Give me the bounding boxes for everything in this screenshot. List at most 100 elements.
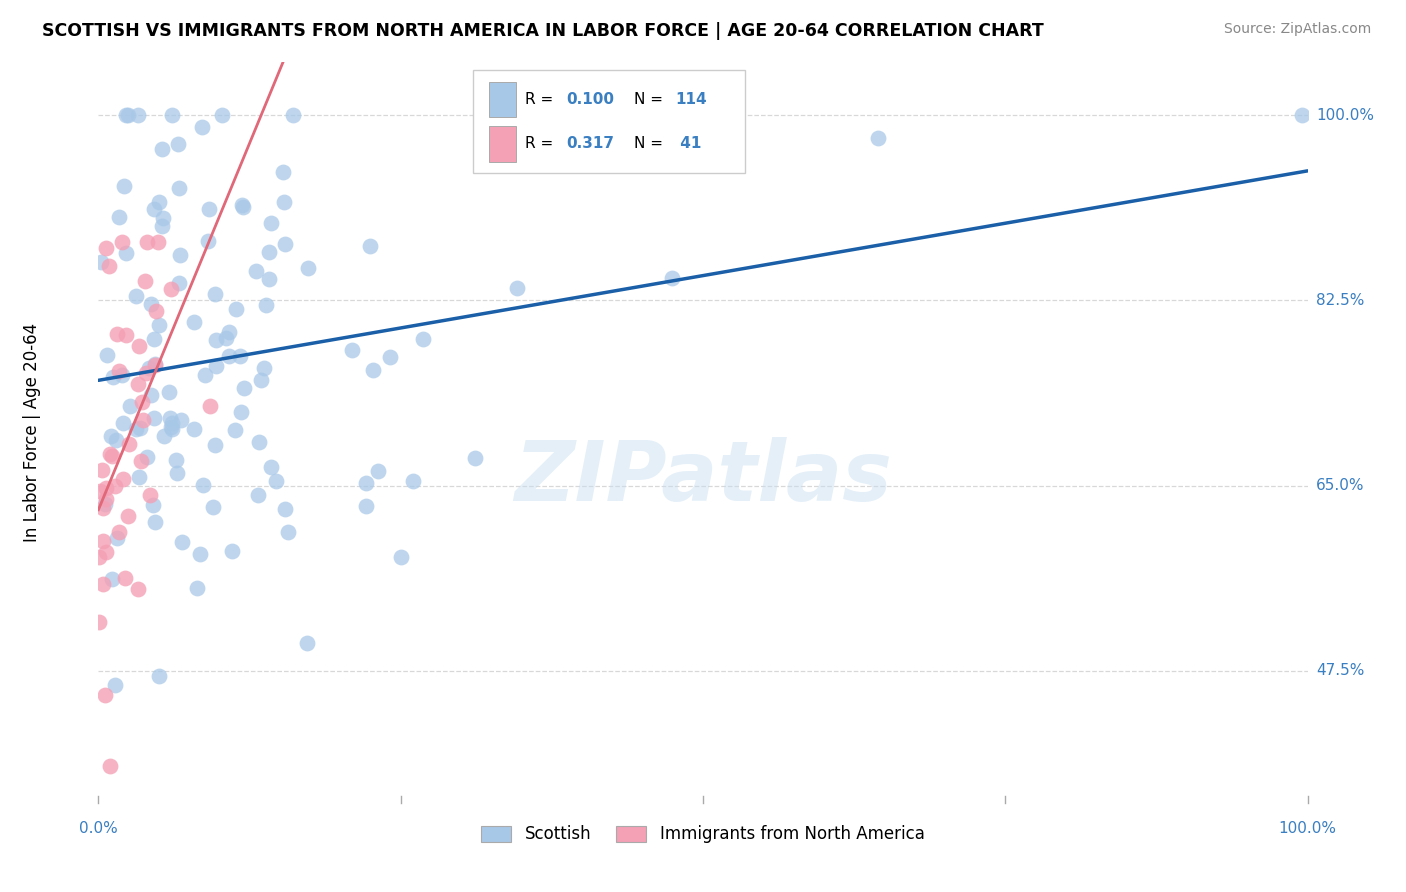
Point	[273, 195, 295, 210]
Point	[107, 210, 129, 224]
Point	[89, 550, 111, 565]
Point	[94, 492, 117, 507]
Point	[118, 437, 141, 451]
Point	[132, 413, 155, 427]
Point	[148, 194, 170, 209]
Point	[232, 200, 254, 214]
Point	[98, 758, 121, 772]
Point	[152, 428, 174, 442]
Point	[114, 571, 136, 585]
Text: ZIPatlas: ZIPatlas	[515, 436, 891, 517]
Point	[100, 429, 122, 443]
Point	[205, 333, 228, 347]
Point	[128, 470, 150, 484]
Point	[201, 500, 224, 514]
Point	[295, 636, 318, 650]
Point	[127, 582, 149, 596]
Point	[114, 327, 136, 342]
Point	[1291, 108, 1313, 122]
Point	[254, 298, 277, 312]
Point	[150, 219, 173, 233]
Point	[167, 136, 190, 151]
Point	[866, 130, 889, 145]
Point	[702, 135, 724, 149]
Point	[160, 282, 183, 296]
Point	[94, 688, 117, 702]
Point	[114, 108, 136, 122]
Point	[389, 550, 412, 565]
Point	[96, 347, 118, 361]
Point	[148, 235, 170, 250]
Point	[194, 368, 217, 383]
Point	[231, 198, 253, 212]
Point	[159, 420, 181, 434]
Point	[101, 449, 124, 463]
Point	[169, 247, 191, 261]
Point	[506, 281, 529, 295]
Point	[167, 276, 190, 290]
Text: 0.0%: 0.0%	[79, 821, 118, 836]
Point	[143, 332, 166, 346]
Text: R =: R =	[526, 92, 558, 107]
Point	[104, 479, 127, 493]
Point	[166, 467, 188, 481]
Point	[260, 459, 283, 474]
Text: Source: ZipAtlas.com: Source: ZipAtlas.com	[1223, 22, 1371, 37]
Point	[91, 534, 114, 549]
Point	[264, 474, 287, 488]
Point	[127, 376, 149, 391]
Point	[125, 289, 148, 303]
Point	[148, 318, 170, 333]
Point	[188, 548, 211, 562]
Legend: Scottish, Immigrants from North America: Scottish, Immigrants from North America	[475, 819, 931, 850]
Point	[129, 420, 152, 434]
Point	[229, 405, 252, 419]
Text: 0.100: 0.100	[567, 92, 614, 107]
Point	[94, 481, 117, 495]
Point	[245, 264, 267, 278]
Point	[204, 286, 226, 301]
Point	[131, 454, 153, 468]
Point	[380, 350, 402, 364]
Point	[218, 325, 240, 339]
Point	[143, 357, 166, 371]
Point	[356, 499, 378, 513]
Point	[247, 435, 270, 450]
Point	[141, 296, 163, 310]
Point	[105, 327, 128, 342]
Point	[91, 462, 114, 476]
Point	[101, 572, 124, 586]
Point	[105, 531, 128, 545]
Point	[125, 422, 148, 436]
Point	[162, 108, 184, 122]
Point	[260, 216, 283, 230]
Point	[159, 410, 181, 425]
Point	[204, 359, 226, 373]
Point	[170, 413, 193, 427]
Point	[165, 452, 187, 467]
Text: 82.5%: 82.5%	[1316, 293, 1364, 308]
Text: 100.0%: 100.0%	[1278, 821, 1337, 836]
Point	[186, 581, 208, 595]
Point	[218, 349, 240, 363]
Point	[100, 447, 122, 461]
Text: 41: 41	[675, 136, 702, 152]
Point	[142, 411, 165, 425]
Point	[274, 502, 297, 516]
Text: 65.0%: 65.0%	[1316, 478, 1364, 493]
Text: 114: 114	[675, 92, 707, 107]
Point	[274, 236, 297, 251]
Point	[401, 474, 423, 488]
Point	[131, 395, 153, 409]
Point	[197, 234, 219, 248]
Point	[91, 576, 114, 591]
Point	[229, 349, 252, 363]
Text: R =: R =	[526, 136, 558, 152]
Point	[128, 338, 150, 352]
Point	[160, 416, 183, 430]
Point	[224, 423, 246, 437]
Point	[135, 366, 157, 380]
Point	[167, 181, 190, 195]
Point	[271, 164, 294, 178]
Point	[98, 259, 121, 273]
